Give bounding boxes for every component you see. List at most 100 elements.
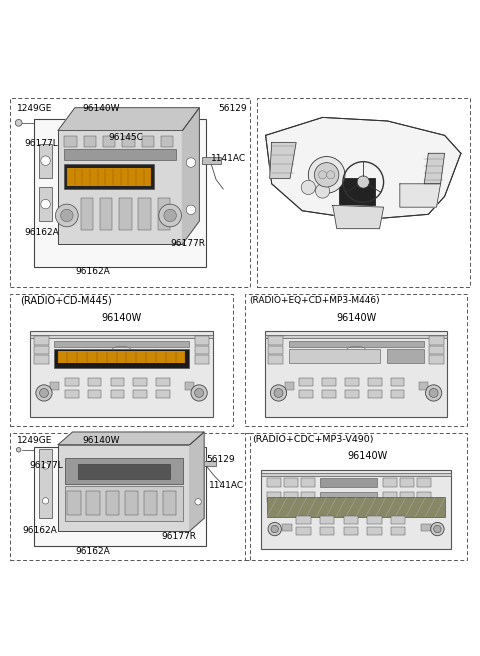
Bar [417,492,431,502]
Bar [284,478,299,487]
Polygon shape [182,108,199,244]
Circle shape [186,205,196,215]
Text: 96177L: 96177L [29,461,63,470]
Bar [344,516,358,523]
Bar [262,470,451,548]
Bar [192,449,204,518]
Bar [64,136,77,148]
Bar [110,390,124,398]
Bar [421,524,431,531]
Circle shape [41,199,50,209]
Bar [58,445,190,531]
Bar [138,199,151,230]
Text: 96177R: 96177R [161,532,196,541]
Bar [285,382,294,390]
Bar [339,178,375,205]
Bar [81,199,93,230]
Bar [39,187,52,221]
Bar [64,165,154,190]
Bar [267,492,281,502]
Bar [30,331,213,417]
Bar [429,356,444,364]
Bar [78,464,170,479]
Circle shape [271,525,278,533]
Bar [163,491,176,516]
Text: 96162A: 96162A [24,228,60,237]
Bar [202,157,221,165]
Circle shape [326,171,335,179]
Circle shape [42,462,49,469]
Bar [58,131,182,244]
Text: 96140W: 96140W [336,313,376,323]
Bar [106,491,119,516]
Bar [142,136,154,148]
Circle shape [41,156,50,165]
Circle shape [434,525,441,533]
Circle shape [39,388,48,398]
Bar [58,351,185,363]
Polygon shape [424,154,444,184]
Circle shape [16,447,21,452]
Text: 96140W: 96140W [82,436,120,445]
Bar [161,136,173,148]
Bar [399,492,414,502]
Bar [267,497,445,518]
Bar [383,492,397,502]
Bar [119,199,132,230]
Bar [110,378,124,386]
Polygon shape [265,117,461,220]
Circle shape [164,209,176,222]
Text: 1249GE: 1249GE [17,436,53,445]
Bar [367,516,382,523]
Bar [391,527,405,535]
Bar [184,382,193,390]
Polygon shape [190,432,204,531]
Text: 96162A: 96162A [22,527,57,535]
Bar [284,492,299,502]
Bar [156,378,170,386]
Text: (RADIO+CDC+MP3-V490): (RADIO+CDC+MP3-V490) [252,435,373,444]
Circle shape [308,157,345,193]
Circle shape [301,180,315,195]
Bar [300,390,313,398]
Bar [391,390,405,398]
Bar [268,346,283,354]
Bar [34,337,48,345]
Bar [267,478,281,487]
Bar [185,146,197,221]
Bar [265,331,447,417]
Bar [282,524,292,531]
Bar [288,340,423,347]
Circle shape [194,388,204,398]
Circle shape [357,176,369,188]
Bar [429,346,444,354]
Bar [34,346,48,354]
Bar [34,447,206,546]
Text: 96177L: 96177L [24,139,59,148]
Bar [67,168,152,186]
Bar [297,516,311,523]
Text: 56129: 56129 [206,455,235,464]
Bar [391,516,405,523]
Polygon shape [400,184,441,207]
Circle shape [36,385,52,401]
Polygon shape [58,432,204,445]
Bar [34,356,48,364]
Circle shape [270,385,287,401]
Circle shape [60,209,73,222]
Bar [197,461,216,466]
Circle shape [186,158,196,167]
Bar [194,356,209,364]
Bar [320,527,334,535]
Bar [30,335,213,338]
Circle shape [429,388,438,398]
Polygon shape [270,142,296,178]
Bar [39,144,52,178]
Circle shape [195,499,201,505]
Bar [133,378,147,386]
Bar [50,382,60,390]
Bar [368,378,382,386]
Bar [194,337,209,345]
Text: (RADIO+EQ+CD+MP3-M446): (RADIO+EQ+CD+MP3-M446) [250,297,380,305]
Bar [262,473,451,476]
